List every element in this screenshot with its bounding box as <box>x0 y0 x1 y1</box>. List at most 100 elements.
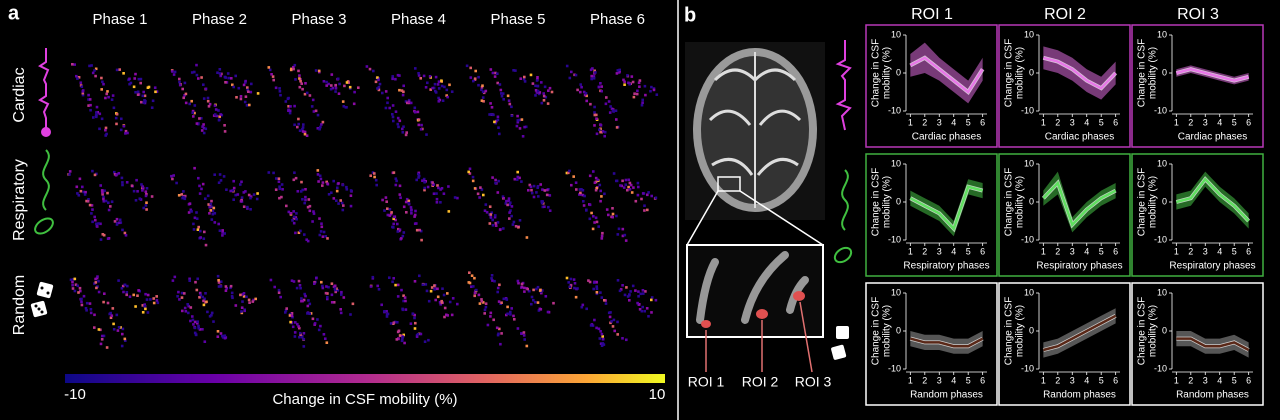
map-pixel <box>335 287 338 290</box>
roi-label: ROI 3 <box>795 374 832 390</box>
map-pixel <box>402 294 405 297</box>
map-pixel <box>349 204 353 208</box>
map-pixel <box>396 283 400 287</box>
y-tick-label: 0 <box>896 67 901 77</box>
map-pixel <box>396 321 399 324</box>
map-pixel <box>301 188 304 192</box>
map-pixel <box>134 199 138 202</box>
map-pixel <box>95 222 98 226</box>
map-pixel <box>289 105 292 108</box>
map-pixel <box>142 206 145 210</box>
map-pixel <box>435 192 438 195</box>
map-pixel <box>232 85 235 89</box>
map-pixel <box>495 119 498 123</box>
map-pixel <box>336 289 340 292</box>
map-pixel <box>497 126 500 129</box>
map-pixel <box>536 84 540 88</box>
map-pixel <box>402 333 405 337</box>
map-pixel <box>293 331 297 334</box>
map-pixel <box>419 128 423 131</box>
map-pixel <box>128 295 132 298</box>
map-pixel <box>300 180 303 184</box>
map-pixel <box>342 296 346 299</box>
map-pixel <box>376 87 379 90</box>
cardiac-icon <box>38 48 51 137</box>
map-pixel <box>515 124 519 128</box>
map-pixel <box>341 208 345 212</box>
y-tick-label: 10 <box>1024 29 1034 39</box>
map-pixel <box>603 134 606 138</box>
map-pixel <box>189 319 192 323</box>
map-pixel <box>188 279 191 282</box>
map-pixel <box>288 109 292 113</box>
map-pixel <box>472 285 475 288</box>
map-pixel <box>337 92 341 95</box>
map-pixel <box>292 65 295 69</box>
map-pixel <box>190 210 193 213</box>
map-pixel <box>595 186 598 190</box>
map-pixel <box>496 115 500 119</box>
row-label: Random <box>11 275 28 335</box>
mobility-map <box>369 274 459 345</box>
map-pixel <box>285 204 288 208</box>
map-pixel <box>650 296 654 299</box>
map-pixel <box>405 131 408 134</box>
map-pixel <box>431 86 434 90</box>
map-pixel <box>422 179 426 183</box>
map-pixel <box>139 77 143 81</box>
map-pixel <box>540 201 544 205</box>
map-pixel <box>627 178 630 182</box>
map-pixel <box>298 129 302 132</box>
map-pixel <box>101 193 104 196</box>
map-pixel <box>124 132 127 135</box>
map-pixel <box>392 119 395 123</box>
map-pixel <box>525 236 529 239</box>
map-pixel <box>547 205 550 209</box>
map-pixel <box>218 229 222 232</box>
map-pixel <box>219 179 223 182</box>
map-pixel <box>621 179 624 183</box>
map-pixel <box>349 194 353 197</box>
map-pixel <box>204 197 207 200</box>
map-pixel <box>289 212 293 215</box>
map-pixel <box>585 99 588 103</box>
x-tick-label: 5 <box>1099 117 1104 127</box>
y-tick-label: 0 <box>896 196 901 206</box>
map-pixel <box>122 72 125 75</box>
map-pixel <box>541 188 544 191</box>
map-pixel <box>193 320 197 324</box>
map-pixel <box>116 329 120 332</box>
map-pixel <box>293 335 297 338</box>
map-pixel <box>206 96 210 100</box>
map-pixel <box>197 324 200 328</box>
map-pixel <box>394 77 397 81</box>
map-pixel <box>542 92 545 95</box>
map-pixel <box>380 303 383 307</box>
map-pixel <box>448 83 451 87</box>
map-pixel <box>241 300 244 303</box>
map-pixel <box>183 94 186 97</box>
map-pixel <box>404 133 408 137</box>
map-pixel <box>320 225 324 229</box>
map-pixel <box>286 97 290 101</box>
map-pixel <box>448 300 452 304</box>
map-pixel <box>623 80 626 84</box>
map-pixel <box>396 116 400 120</box>
map-pixel <box>477 83 480 87</box>
x-axis-label: Cardiac phases <box>1178 132 1247 143</box>
map-pixel <box>311 98 315 102</box>
map-pixel <box>422 177 426 181</box>
map-pixel <box>155 295 158 298</box>
map-pixel <box>320 280 323 284</box>
map-pixel <box>592 170 595 173</box>
map-pixel <box>104 96 107 100</box>
map-pixel <box>413 316 416 320</box>
map-pixel <box>473 294 476 298</box>
map-pixel <box>621 337 624 340</box>
map-pixel <box>120 287 124 290</box>
map-pixel <box>306 239 310 243</box>
map-pixel <box>231 189 235 192</box>
map-pixel <box>539 308 543 311</box>
map-pixel <box>287 210 291 214</box>
